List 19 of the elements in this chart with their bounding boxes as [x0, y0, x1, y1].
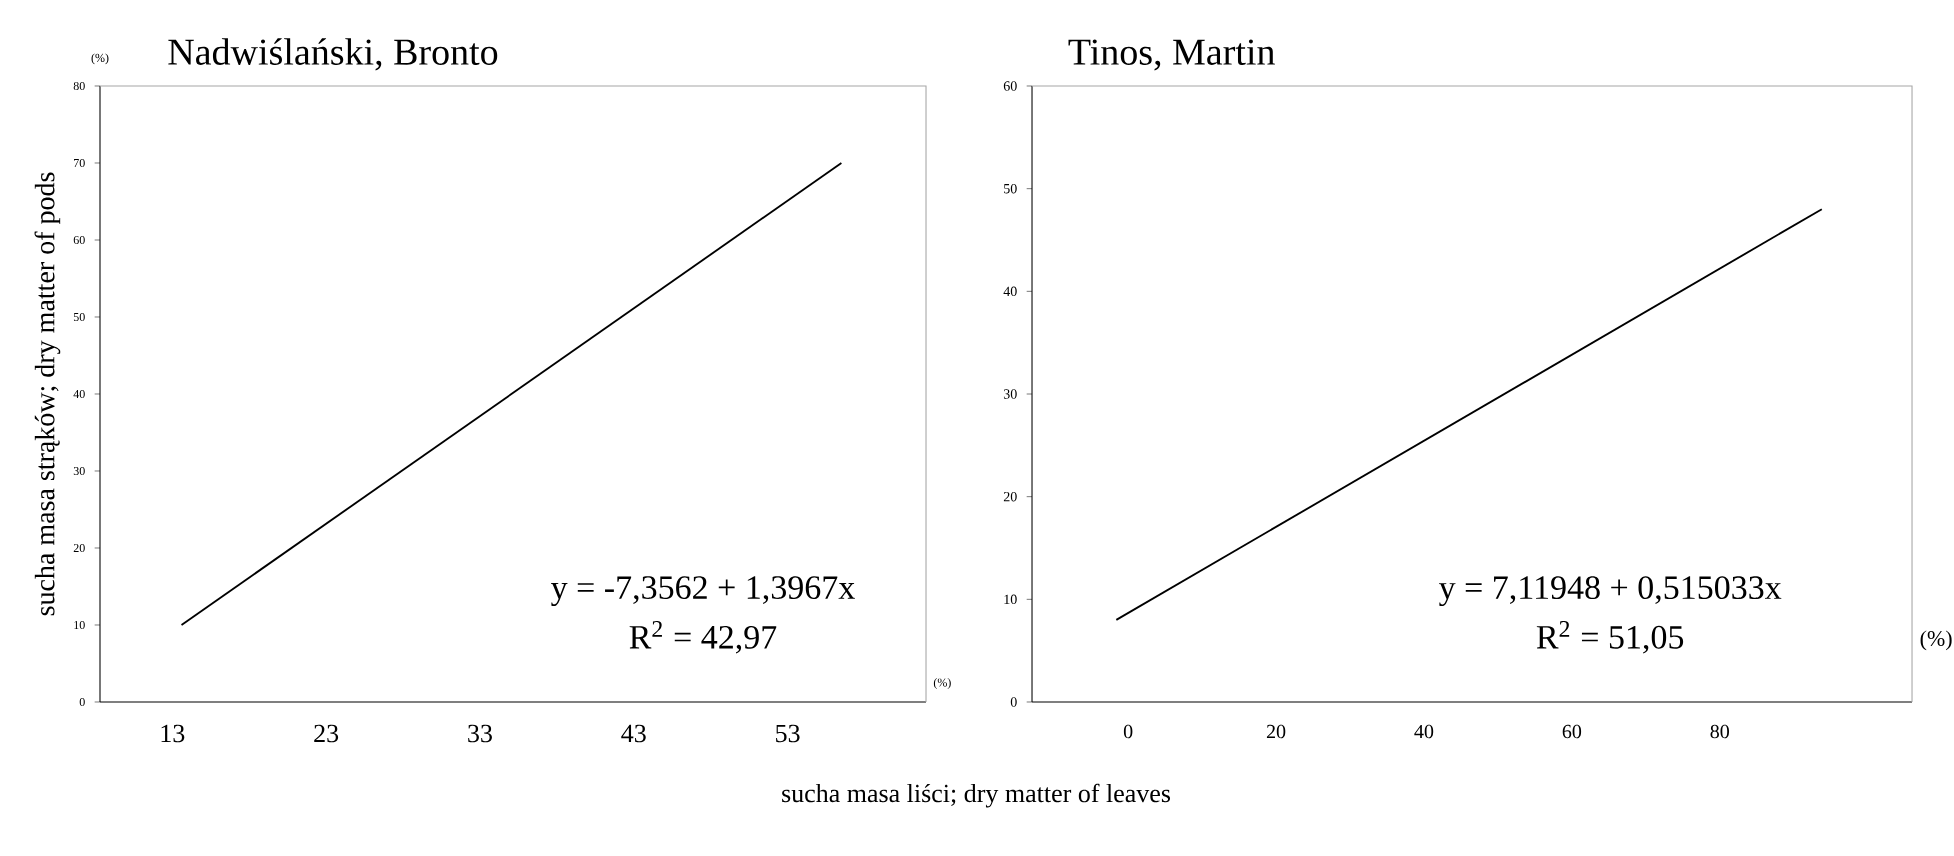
y-axis-title: sucha masa strąków; dry matter of pods [34, 172, 61, 616]
x-tick-label: 80 [1710, 724, 1729, 739]
annotation: R$^{2}$ = 51,05 [1536, 621, 1684, 654]
chart-title: Nadwiślański, Bronto [168, 38, 498, 71]
x-tick-label: 13 [161, 724, 185, 743]
x-axis-title: sucha masa liści; dry matter of leaves [782, 783, 1171, 808]
x-tick-label: 0 [1123, 724, 1133, 739]
annotation: y = -7,3562 + 1,3967x [551, 576, 855, 607]
text: (%) [1920, 630, 1952, 651]
chart-title: Tinos, Martin [1068, 39, 1275, 71]
x-tick-label: 43 [621, 724, 646, 743]
x-tick-label: 60 [1562, 724, 1582, 739]
x-tick-label: 53 [776, 724, 800, 743]
x-tick-label: 23 [314, 724, 339, 743]
x-tick-label: 40 [1414, 724, 1434, 739]
annotation: R$^{2}$ = 42,97 [629, 621, 777, 654]
annotation: y = 7,11948 + 0,515033x [1439, 576, 1782, 607]
x-tick-label: 33 [468, 724, 492, 743]
x-tick-label: 20 [1266, 724, 1286, 739]
